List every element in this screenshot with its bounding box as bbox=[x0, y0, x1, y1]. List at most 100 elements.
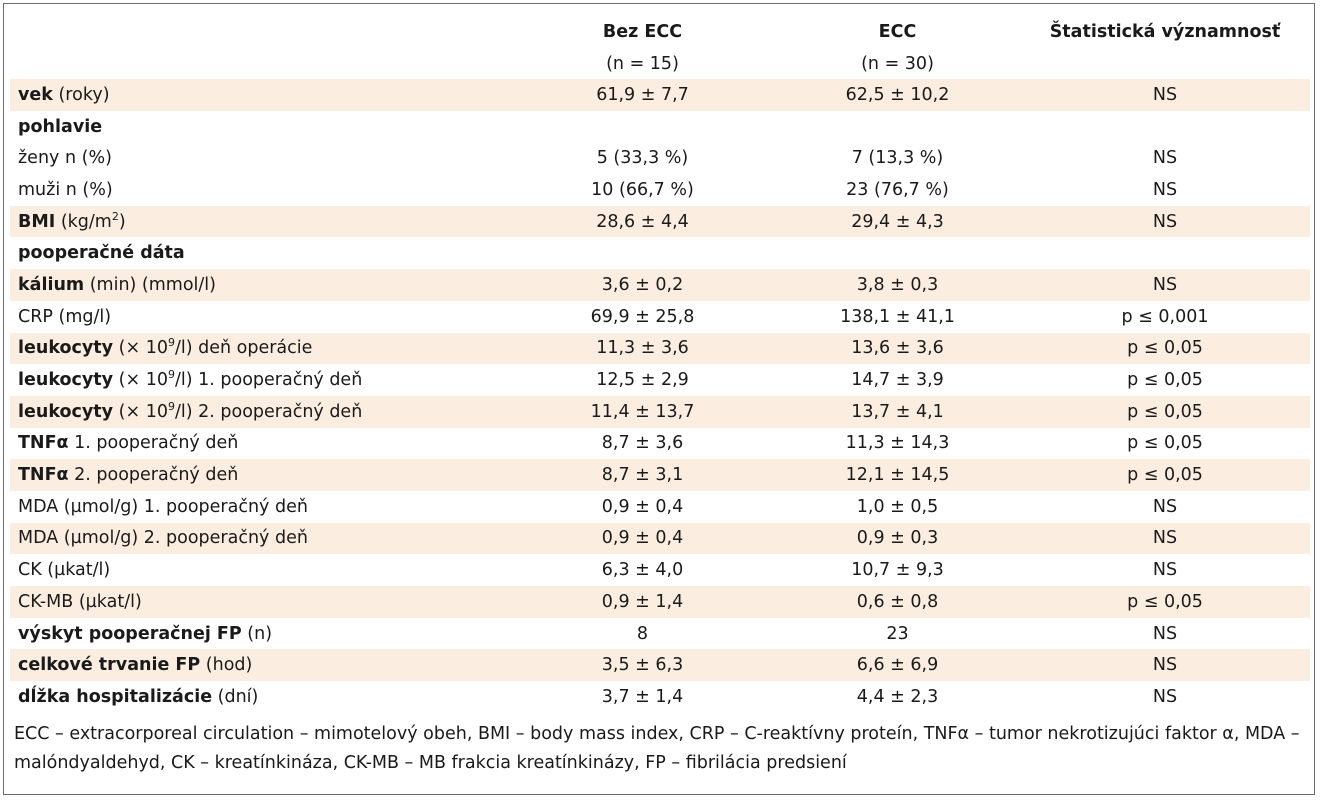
cell-ecc: 7 (13,3 %) bbox=[851, 148, 944, 169]
cell-significance: p ≤ 0,05 bbox=[1020, 459, 1310, 491]
row-label: leukocyty (× 109/l) 2. pooperačný deň bbox=[10, 395, 510, 428]
table-row: muži n (%) 10 (66,7 %) 23 (76,7 %) NS bbox=[10, 174, 1310, 206]
row-label-bold: leukocyty bbox=[18, 338, 114, 359]
cell-bez-ecc: 11,3 ± 3,6 bbox=[510, 332, 775, 365]
row-label: TNFα 2. pooperačný deň bbox=[10, 459, 510, 491]
table-row: CK (µkat/l) 6,3 ± 4,0 10,7 ± 9,3 NS bbox=[10, 554, 1310, 586]
cell-ecc: 11,3 ± 14,3 bbox=[845, 433, 950, 454]
row-label-text: (hod) bbox=[200, 655, 253, 676]
row-label-bold: TNFα bbox=[18, 465, 69, 486]
cell-ecc: 1,0 ± 0,5 bbox=[856, 496, 939, 517]
cell-significance: NS bbox=[1152, 686, 1178, 707]
row-label: kálium (min) (mmol/l) bbox=[10, 269, 510, 301]
row-label: CK (µkat/l) bbox=[10, 554, 510, 586]
row-label-bold: dĺžka hospitalizácie bbox=[18, 686, 213, 707]
row-label: pooperačné dáta bbox=[10, 237, 510, 269]
cell-significance: NS bbox=[1152, 560, 1178, 581]
cell-bez-ecc: 61,9 ± 7,7 bbox=[510, 79, 775, 111]
table-row: MDA (µmol/g) 2. pooperačný deň 0,9 ± 0,4 0… bbox=[10, 522, 1310, 555]
row-label-text: CK (µkat/l) bbox=[18, 560, 111, 581]
table-row: vek (roky) 61,9 ± 7,7 62,5 ± 10,2 NS bbox=[10, 79, 1310, 111]
header-row: Bez ECC ECC Štatistická významnosť bbox=[10, 16, 1310, 48]
row-label-text: MDA (µmol/g) 2. pooperačný deň bbox=[18, 528, 308, 549]
header-bez-ecc: Bez ECC bbox=[602, 22, 683, 42]
cell-significance: p ≤ 0,05 bbox=[1020, 586, 1310, 618]
row-label-bold: BMI bbox=[18, 211, 56, 232]
header-ecc: ECC bbox=[878, 22, 917, 42]
cell-ecc: 0,9 ± 0,3 bbox=[775, 522, 1020, 555]
table-body: vek (roky) 61,9 ± 7,7 62,5 ± 10,2 NS pohlavi… bbox=[10, 79, 1310, 713]
cell-ecc: 14,7 ± 3,9 bbox=[851, 370, 944, 391]
cell-bez-ecc: 12,5 ± 2,9 bbox=[596, 370, 689, 391]
row-label-superscript: 2 bbox=[111, 209, 119, 223]
row-label-text: (n) bbox=[241, 623, 273, 644]
cell-ecc bbox=[775, 111, 1020, 143]
cell-bez-ecc: 3,5 ± 6,3 bbox=[510, 649, 775, 682]
cell-significance: NS bbox=[1152, 179, 1178, 200]
table-row: pohlavie bbox=[10, 111, 1310, 143]
cell-ecc: 10,7 ± 9,3 bbox=[851, 560, 944, 581]
row-label-superscript: 9 bbox=[167, 368, 175, 382]
cell-ecc: 12,1 ± 14,5 bbox=[775, 459, 1020, 491]
row-label: MDA (µmol/g) 2. pooperačný deň bbox=[10, 522, 510, 555]
table-row: výskyt pooperačnej FP (n) 8 23 NS bbox=[10, 618, 1310, 650]
header-label bbox=[10, 16, 510, 48]
cell-ecc: 0,6 ± 0,8 bbox=[775, 586, 1020, 618]
table-row: TNFα 1. pooperačný deň 8,7 ± 3,6 11,3 ± 14… bbox=[10, 428, 1310, 460]
cell-significance bbox=[1020, 237, 1310, 269]
row-label-text: (min) (mmol/l) bbox=[84, 274, 216, 295]
cell-bez-ecc: 0,9 ± 0,4 bbox=[510, 522, 775, 555]
table-row: dĺžka hospitalizácie (dní) 3,7 ± 1,4 4,4 ±… bbox=[10, 681, 1310, 713]
table-row: kálium (min) (mmol/l) 3,6 ± 0,2 3,8 ± 0,3 N… bbox=[10, 269, 1310, 301]
header-significance: Štatistická významnosť bbox=[1049, 22, 1281, 42]
row-label-text: 2. pooperačný deň bbox=[68, 465, 239, 486]
cell-ecc: 6,6 ± 6,9 bbox=[775, 649, 1020, 682]
cell-ecc: 23 (76,7 %) bbox=[846, 179, 949, 200]
cell-bez-ecc: 10 (66,7 %) bbox=[591, 179, 694, 200]
cell-ecc: 4,4 ± 2,3 bbox=[856, 686, 939, 707]
row-label-bold: leukocyty bbox=[18, 370, 114, 391]
cell-significance: p ≤ 0,05 bbox=[1127, 433, 1203, 454]
cell-ecc: 23 bbox=[886, 623, 909, 644]
cell-significance: p ≤ 0,05 bbox=[1020, 395, 1310, 428]
table-row: CRP (mg/l) 69,9 ± 25,8 138,1 ± 41,1 p ≤ 0,0… bbox=[10, 301, 1310, 333]
cell-significance: p ≤ 0,05 bbox=[1127, 370, 1203, 391]
subheader-row: (n = 15) (n = 30) bbox=[10, 48, 1310, 79]
row-label: pohlavie bbox=[10, 111, 510, 143]
row-label-text: muži n (%) bbox=[18, 179, 113, 200]
subheader-ecc-n: (n = 30) bbox=[861, 53, 934, 74]
row-label: muži n (%) bbox=[10, 174, 510, 206]
table-row: ženy n (%) 5 (33,3 %) 7 (13,3 %) NS bbox=[10, 142, 1310, 174]
cell-significance: NS bbox=[1020, 205, 1310, 238]
row-label-text: (kg/m bbox=[55, 211, 112, 232]
cell-ecc: 13,7 ± 4,1 bbox=[775, 395, 1020, 428]
table-row: MDA (µmol/g) 1. pooperačný deň 0,9 ± 0,4 1… bbox=[10, 491, 1310, 523]
cell-bez-ecc: 69,9 ± 25,8 bbox=[590, 306, 695, 327]
row-label-bold: TNFα bbox=[18, 433, 69, 454]
row-label: celkové trvanie FP (hod) bbox=[10, 649, 510, 682]
cell-bez-ecc: 3,6 ± 0,2 bbox=[510, 269, 775, 301]
cell-ecc bbox=[775, 237, 1020, 269]
cell-bez-ecc: 28,6 ± 4,4 bbox=[510, 205, 775, 238]
row-label-bold: pooperačné dáta bbox=[18, 243, 185, 264]
cell-bez-ecc: 0,9 ± 0,4 bbox=[601, 496, 684, 517]
row-label-text: (dní) bbox=[212, 686, 259, 707]
cell-significance: NS bbox=[1152, 148, 1178, 169]
row-label: vek (roky) bbox=[10, 79, 510, 111]
row-label-text: (roky) bbox=[52, 84, 110, 105]
cell-significance: NS bbox=[1020, 269, 1310, 301]
cell-bez-ecc: 11,4 ± 13,7 bbox=[510, 395, 775, 428]
cell-significance: NS bbox=[1152, 496, 1178, 517]
cell-bez-ecc: 0,9 ± 1,4 bbox=[510, 586, 775, 618]
cell-ecc: 138,1 ± 41,1 bbox=[840, 306, 955, 327]
row-label-superscript: 9 bbox=[167, 399, 175, 413]
cell-bez-ecc: 8 bbox=[636, 623, 649, 644]
cell-bez-ecc: 5 (33,3 %) bbox=[596, 148, 689, 169]
row-label-text: CRP (mg/l) bbox=[18, 306, 112, 327]
cell-significance: NS bbox=[1020, 522, 1310, 555]
row-label-text: (× 10 bbox=[113, 338, 168, 359]
row-label-text: MDA (µmol/g) 1. pooperačný deň bbox=[18, 496, 308, 517]
subheader-bez-ecc-n: (n = 15) bbox=[606, 53, 679, 74]
row-label: CK-MB (µkat/l) bbox=[10, 586, 510, 618]
table-row: leukocyty (× 109/l) 2. pooperačný deň 11,… bbox=[10, 395, 1310, 428]
